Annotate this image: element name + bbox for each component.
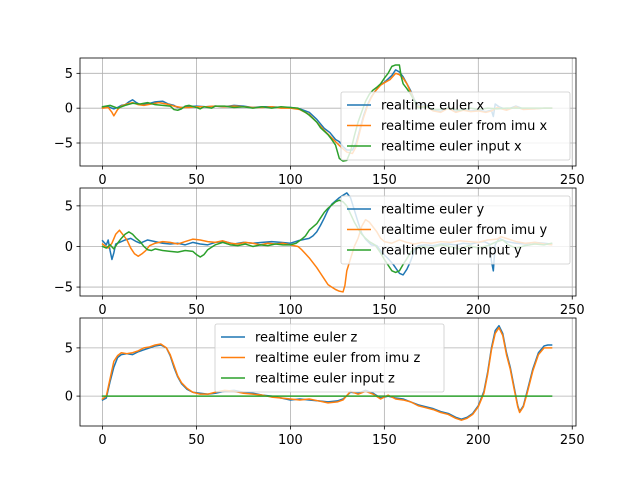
legend-label-2: realtime euler from imu z — [255, 351, 420, 366]
legend-label-3: realtime euler input z — [255, 372, 395, 387]
x-tick-label-4: 200 — [466, 303, 491, 318]
x-tick-label-1: 50 — [188, 303, 205, 318]
legend-label-2: realtime euler from imu y — [381, 223, 547, 238]
series-group — [101, 324, 553, 421]
subplot-2: 0 50 100 150 200 250−505 realtime euler yrealt… — [54, 187, 585, 318]
x-tick-label-0: 0 — [98, 433, 106, 448]
x-tick-label-2: 100 — [278, 433, 303, 448]
legend-label-3: realtime euler input x — [381, 140, 522, 155]
x-tick-label-5: 250 — [560, 173, 585, 188]
legend-frame — [340, 195, 571, 265]
legend-label-1: realtime euler x — [381, 99, 484, 114]
x-tick-label-0: 0 — [98, 303, 106, 318]
x-tick-label-3: 150 — [372, 173, 397, 188]
y-tick-label-0: 0 — [65, 390, 73, 405]
legend-frame — [214, 323, 445, 393]
x-tick-label-1: 50 — [188, 433, 205, 448]
legend: realtime euler y realtime euler from imu … — [340, 195, 571, 265]
y-tick-label-2: 5 — [65, 199, 73, 214]
legend-label-2: realtime euler from imu x — [381, 119, 547, 134]
legend-label-1: realtime euler y — [381, 203, 484, 218]
y-tick-label-1: 0 — [65, 102, 73, 117]
axes-frame — [79, 317, 577, 427]
axes-frame — [79, 57, 577, 167]
x-tick-label-4: 200 — [466, 433, 491, 448]
x-tick-label-1: 50 — [188, 173, 205, 188]
x-tick-label-0: 0 — [98, 173, 106, 188]
x-tick-label-3: 150 — [372, 303, 397, 318]
x-tick-label-5: 250 — [560, 303, 585, 318]
legend-label-3: realtime euler input y — [381, 244, 522, 259]
legend-frame — [340, 91, 571, 161]
y-tick-label-0: −5 — [54, 281, 73, 296]
legend: realtime euler x realtime euler from imu … — [340, 91, 571, 161]
y-tick-label-1: 0 — [65, 240, 73, 255]
x-tick-label-5: 250 — [560, 433, 585, 448]
y-tick-label-2: 5 — [65, 67, 73, 82]
legend: realtime euler z realtime euler from imu … — [214, 323, 445, 393]
x-tick-label-4: 200 — [466, 173, 491, 188]
axes-frame — [79, 187, 577, 297]
x-tick-label-3: 150 — [372, 433, 397, 448]
x-tick-label-2: 100 — [278, 303, 303, 318]
y-tick-label-1: 5 — [65, 341, 73, 356]
x-tick-label-2: 100 — [278, 173, 303, 188]
y-tick-label-0: −5 — [54, 137, 73, 152]
legend-label-1: realtime euler z — [255, 331, 357, 346]
